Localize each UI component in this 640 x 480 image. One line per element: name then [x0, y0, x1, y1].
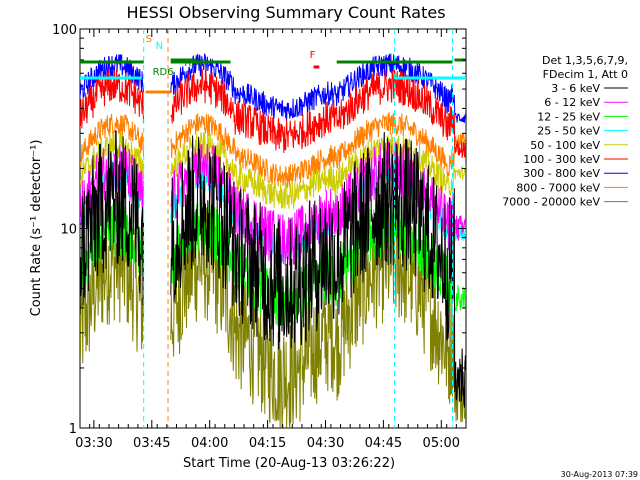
- series-line: [80, 130, 466, 408]
- marker-label: RD6: [153, 67, 174, 78]
- x-tick-label: 03:45: [133, 436, 170, 451]
- marker-label: RD6: [184, 58, 205, 69]
- x-tick-label: 03:30: [75, 436, 112, 451]
- timestamp: 30-Aug-2013 07:39: [561, 470, 638, 479]
- series-line: [80, 68, 466, 159]
- chart-title: HESSI Observing Summary Count Rates: [126, 3, 445, 22]
- series-100-300keV: [80, 68, 466, 159]
- marker-label: N: [156, 41, 163, 52]
- legend-entry-label: 12 - 25 keV: [537, 110, 600, 123]
- legend-entry-label: 300 - 800 keV: [523, 167, 600, 180]
- x-axis-label: Start Time (20-Aug-13 03:26:22): [183, 456, 395, 471]
- x-tick-label: 04:30: [307, 436, 344, 451]
- marker-label: F: [310, 50, 316, 61]
- x-tick-label: 04:00: [191, 436, 228, 451]
- y-tick-label: 100: [52, 23, 77, 38]
- x-tick-label: 05:00: [423, 436, 460, 451]
- x-tick-label: 04:15: [249, 436, 286, 451]
- y-tick-label: 10: [60, 223, 77, 238]
- axis-ticks: 03:30 03:45 04:00 04:15 04:30 04:45 05:00 1 10 10…: [52, 23, 467, 451]
- marker-label: S: [146, 34, 152, 45]
- series-line: [80, 205, 466, 428]
- flag-lines: SN RD6 RD6 F: [80, 29, 466, 428]
- legend-entry-label: 7000 - 20000 keV: [502, 196, 600, 209]
- legend-entry-label: 3 - 6 keV: [551, 82, 600, 95]
- legend-entry-label: 6 - 12 keV: [544, 96, 600, 109]
- legend-entry-label: 100 - 300 keV: [523, 153, 600, 166]
- series-line: [80, 111, 466, 188]
- x-tick-label: 04:45: [365, 436, 402, 451]
- series-3-6keV: [80, 130, 466, 408]
- legend-entry-label: 50 - 100 keV: [530, 139, 600, 152]
- y-tick-label: 1: [69, 422, 77, 437]
- series-800-7000keV: [80, 111, 466, 188]
- legend-entry-label: 800 - 7000 keV: [516, 181, 600, 194]
- legend-header: FDecim 1, Att 0: [543, 68, 628, 81]
- legend-header: Det 1,3,5,6,7,9,: [542, 54, 628, 67]
- y-axis-label: Count Rate (s⁻¹ detector⁻¹): [29, 140, 44, 317]
- series-7000-20000keV: [80, 205, 466, 428]
- plot-area: [80, 53, 466, 428]
- legend: Det 1,3,5,6,7,9,FDecim 1, Att 03 - 6 keV…: [502, 54, 628, 209]
- legend-entry-label: 25 - 50 keV: [537, 125, 600, 138]
